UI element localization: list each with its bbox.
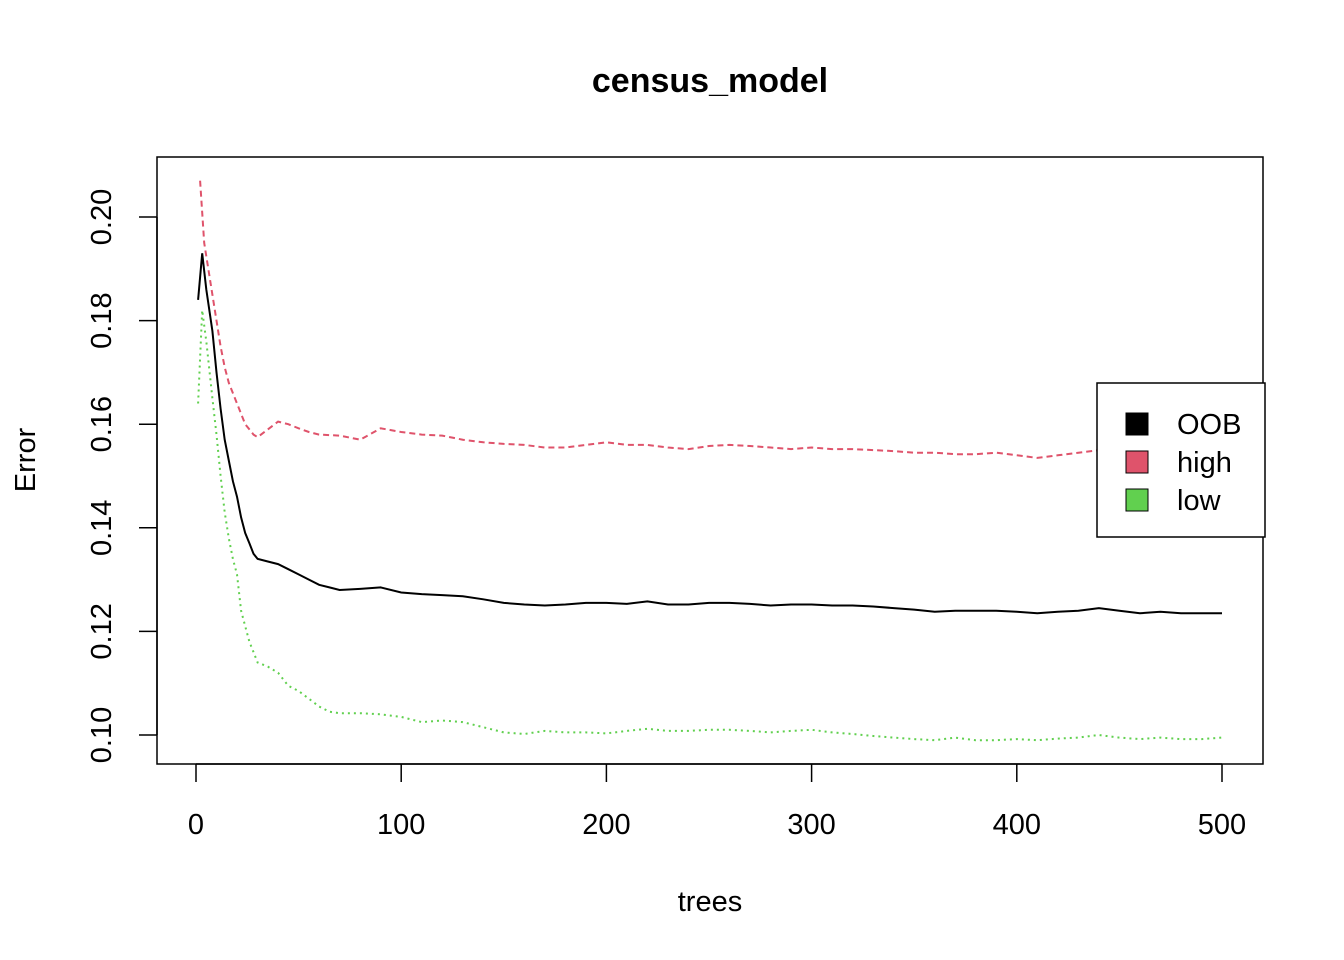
y-tick-label: 0.10 [86, 707, 118, 763]
x-tick-label: 0 [188, 809, 204, 841]
legend-label-oob: OOB [1177, 409, 1241, 441]
y-tick-label: 0.18 [86, 292, 118, 348]
series-line-oob [197, 253, 1222, 615]
x-tick-label: 400 [993, 809, 1041, 841]
x-tick-label: 200 [582, 809, 630, 841]
legend-swatch-high [1125, 450, 1149, 474]
y-tick-label: 0.16 [86, 396, 118, 452]
x-axis-label: trees [678, 886, 742, 918]
y-tick-label: 0.12 [86, 603, 118, 659]
x-tick-label: 300 [787, 809, 835, 841]
series-layer [197, 180, 1223, 742]
x-tick-label: 500 [1198, 809, 1246, 841]
chart-title: census_model [592, 62, 828, 100]
series-line-low [197, 310, 1223, 742]
y-axis: 0.10 0.12 0.14 0.16 0.18 0.20 [86, 189, 158, 763]
legend-label-high: high [1177, 447, 1232, 479]
legend-label-low: low [1177, 485, 1222, 517]
x-tick-label: 100 [377, 809, 425, 841]
x-axis: 0 100 200 300 400 500 [188, 763, 1246, 841]
legend-swatch-oob [1125, 412, 1149, 436]
legend-swatch-low [1125, 488, 1149, 512]
series-line-high [199, 180, 1100, 459]
legend-box [1096, 382, 1266, 538]
y-tick-label: 0.20 [86, 189, 118, 245]
legend: OOB high low [1096, 382, 1266, 538]
y-tick-label: 0.14 [86, 500, 118, 556]
y-axis-label: Error [10, 427, 42, 492]
